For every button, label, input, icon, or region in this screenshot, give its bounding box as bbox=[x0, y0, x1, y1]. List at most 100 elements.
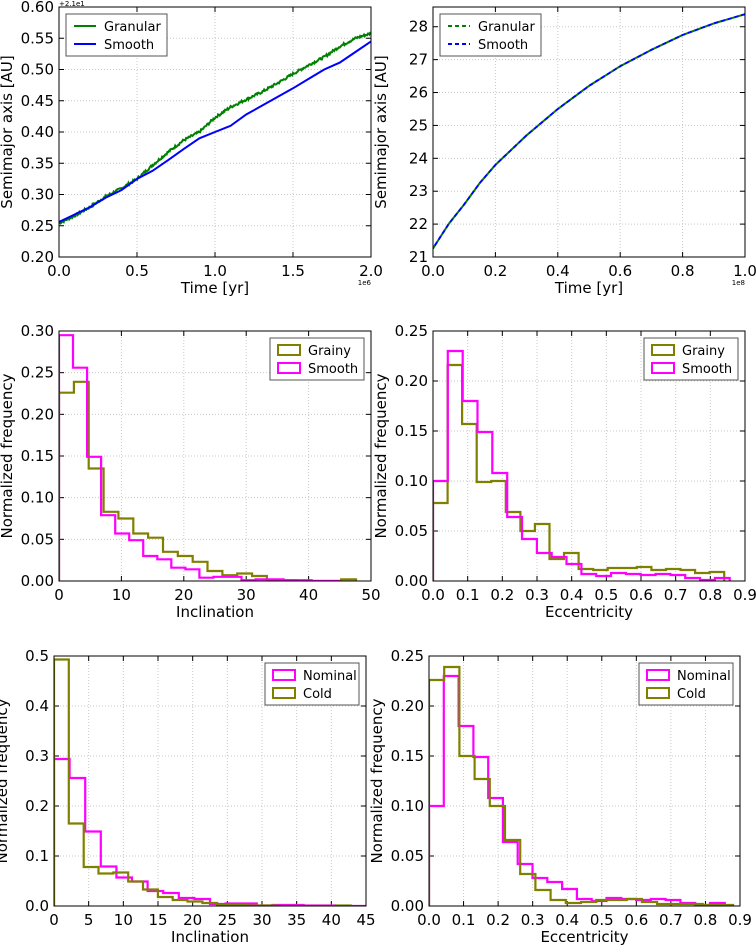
legend-label: Granular bbox=[478, 20, 535, 35]
y-tick-label: 0.25 bbox=[21, 364, 54, 382]
y-tick-label: 0.35 bbox=[21, 154, 54, 172]
x-tick-label: 0.0 bbox=[421, 262, 445, 280]
histogram-nominal bbox=[429, 674, 726, 906]
axes-frame bbox=[432, 6, 746, 258]
histogram-cold bbox=[429, 665, 735, 906]
x-tick-label: 20 bbox=[183, 911, 202, 929]
data-layer bbox=[59, 31, 371, 225]
data-layer bbox=[54, 658, 366, 906]
x-tick-label: 0.5 bbox=[125, 262, 149, 280]
legend-label: Cold bbox=[303, 687, 332, 702]
x-tick-label: 0.0 bbox=[47, 262, 71, 280]
x-tick-label: 0 bbox=[49, 911, 59, 929]
x-tick-label: 0.8 bbox=[671, 262, 695, 280]
x-tick-label: 0.4 bbox=[560, 586, 584, 604]
y-tick-label: 0.40 bbox=[21, 123, 54, 141]
y-tick-label: 0.25 bbox=[395, 322, 428, 340]
y-tick-label: 0.15 bbox=[21, 447, 54, 465]
subplot-3: 0 10 20 30 40 50 0.00 0.05 0.10 0.15 0.20 0.25 0.30 I… bbox=[0, 322, 381, 621]
legend-label: Smooth bbox=[682, 362, 732, 377]
y-tick-label: 0.4 bbox=[25, 697, 49, 715]
x-tick-label: 20 bbox=[174, 586, 193, 604]
axes-frame bbox=[58, 6, 372, 258]
subplot-2: 0.0 0.2 0.4 0.6 0.8 1.0 21 22 23 24 25 26 27 28 Time [… bbox=[372, 6, 756, 297]
series-line-smooth bbox=[433, 13, 745, 249]
histogram-smooth bbox=[433, 349, 731, 581]
x-tick-label: 0.3 bbox=[525, 586, 549, 604]
y-tick-label: 21 bbox=[409, 248, 428, 266]
y-tick-label: 27 bbox=[409, 51, 428, 69]
legend-swatch-cold bbox=[272, 687, 296, 699]
x-tick-label: 1.0 bbox=[733, 262, 756, 280]
x-tick-label: 0.0 bbox=[417, 911, 441, 929]
legend-label: Cold bbox=[677, 687, 706, 702]
x-tick-label: 30 bbox=[252, 911, 271, 929]
x-axis-label: Inclination bbox=[171, 928, 249, 946]
histogram-cold bbox=[54, 658, 352, 906]
legend-label: Nominal bbox=[303, 669, 357, 684]
legend-label: Nominal bbox=[677, 669, 731, 684]
y-tick-label: 0.2 bbox=[25, 797, 49, 815]
y-tick-label: 0.05 bbox=[391, 847, 424, 865]
y-tick-label: 26 bbox=[409, 84, 428, 102]
x-tick-label: 0.3 bbox=[521, 911, 545, 929]
x-axis-label: Time [yr] bbox=[554, 279, 623, 297]
x-tick-label: 0.7 bbox=[659, 911, 683, 929]
x-tick-label: 1.0 bbox=[203, 262, 227, 280]
y-tick-label: 0.3 bbox=[25, 747, 49, 765]
y-tick-label: 0.30 bbox=[21, 186, 54, 204]
histogram-grainy bbox=[433, 363, 726, 581]
y-tick-label: 0.00 bbox=[395, 572, 428, 590]
y-tick-label: 0.20 bbox=[21, 405, 54, 423]
y-tick-label: 0.10 bbox=[391, 797, 424, 815]
x-tick-label: 30 bbox=[237, 586, 256, 604]
y-tick-label: 0.25 bbox=[21, 217, 54, 235]
subplot-4: 0.0 0.1 0.2 0.3 0.4 0.5 0.6 0.7 0.8 0.9 0.00 0.05 0.… bbox=[372, 322, 756, 621]
y-tick-label: 28 bbox=[409, 18, 428, 36]
x-tick-label: 50 bbox=[361, 586, 380, 604]
x-tick-label: 0.7 bbox=[664, 586, 688, 604]
x-tick-label: 35 bbox=[287, 911, 306, 929]
legend-swatch-nominal bbox=[646, 669, 670, 681]
x-tick-label: 0.5 bbox=[594, 586, 618, 604]
x-offset-text: 1e6 bbox=[358, 279, 372, 287]
x-tick-label: 1.5 bbox=[281, 262, 305, 280]
y-tick-label: 0.00 bbox=[21, 572, 54, 590]
y-tick-label: 0.05 bbox=[21, 530, 54, 548]
x-tick-label: 45 bbox=[356, 911, 375, 929]
y-axis-label: Normalized frequency bbox=[368, 698, 386, 863]
legend-label: Grainy bbox=[682, 344, 725, 359]
x-tick-label: 10 bbox=[112, 586, 131, 604]
axes-frame bbox=[58, 330, 372, 582]
x-axis-label: Eccentricity bbox=[540, 928, 628, 946]
y-tick-label: 0.20 bbox=[391, 697, 424, 715]
y-tick-label: 0.0 bbox=[25, 897, 49, 915]
y-tick-label: 22 bbox=[409, 215, 428, 233]
x-tick-label: 0.1 bbox=[456, 586, 480, 604]
x-tick-label: 0.4 bbox=[546, 262, 570, 280]
y-axis-label: Semimajor axis [AU] bbox=[0, 55, 16, 208]
legend-label: Grainy bbox=[308, 344, 351, 359]
x-tick-label: 10 bbox=[114, 911, 133, 929]
y-offset-text: +2.1e1 bbox=[59, 0, 85, 8]
series-line-granular bbox=[59, 31, 371, 225]
x-tick-label: 0.6 bbox=[608, 262, 632, 280]
x-tick-label: 0.6 bbox=[624, 911, 648, 929]
legend-box bbox=[439, 13, 542, 57]
legend: Nominal Cold bbox=[638, 662, 734, 706]
subplot-1: 0.0 0.5 1.0 1.5 2.0 0.20 0.25 0.30 0.35 0.40 0.45 0… bbox=[0, 0, 383, 297]
y-tick-label: 0.20 bbox=[21, 248, 54, 266]
y-tick-label: 0.45 bbox=[21, 92, 54, 110]
data-layer bbox=[429, 665, 735, 906]
y-tick-label: 0.20 bbox=[395, 372, 428, 390]
y-tick-label: 0.10 bbox=[21, 489, 54, 507]
x-tick-label: 0 bbox=[54, 586, 64, 604]
y-tick-label: 0.00 bbox=[391, 897, 424, 915]
y-tick-label: 0.25 bbox=[391, 647, 424, 665]
axes-frame bbox=[53, 655, 367, 907]
y-tick-label: 0.15 bbox=[395, 422, 428, 440]
legend: Granular Smooth bbox=[439, 13, 542, 57]
axes-frame bbox=[432, 330, 746, 582]
x-tick-label: 40 bbox=[322, 911, 341, 929]
